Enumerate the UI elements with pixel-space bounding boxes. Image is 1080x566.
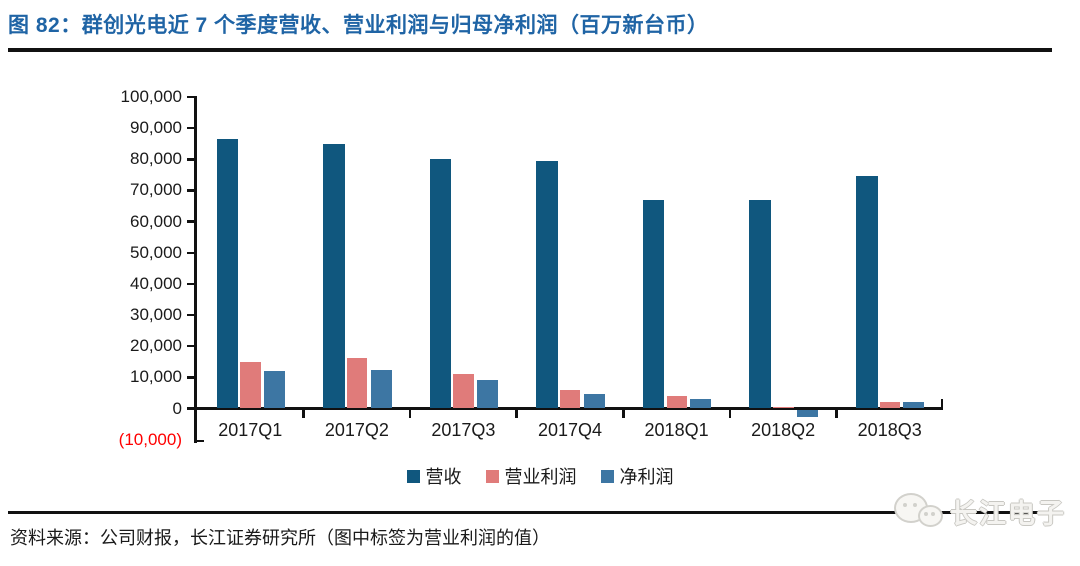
y-axis-tick: [187, 220, 195, 223]
y-axis-label: 90,000: [130, 118, 182, 138]
bar-净利润: [264, 371, 285, 409]
y-axis-label: 70,000: [130, 180, 182, 200]
x-axis-label: 2018Q2: [751, 420, 816, 440]
x-axis-line: [195, 407, 943, 410]
y-axis-label: 0: [172, 398, 182, 418]
y-axis-foot-tick: [195, 439, 204, 443]
wechat-icon: [892, 489, 944, 533]
bar-营收: [429, 159, 452, 409]
y-axis-label: 20,000: [130, 336, 182, 356]
x-axis-tick: [835, 410, 838, 418]
bar-营业利润: [453, 373, 474, 409]
legend-swatch: [600, 469, 614, 483]
bar-营收: [536, 160, 558, 409]
x-axis-tick: [622, 410, 625, 418]
y-axis-label: 30,000: [130, 305, 182, 325]
y-axis-label: (10,000): [118, 429, 182, 449]
bar-营业利润: [560, 390, 581, 409]
bar-营收: [855, 176, 878, 409]
bar-营业利润: [666, 396, 687, 409]
x-axis-tick: [302, 410, 305, 418]
y-axis-label: 100,000: [120, 87, 182, 106]
y-axis-tick: [187, 282, 195, 286]
bar-净利润: [796, 410, 818, 418]
x-axis-tick: [515, 410, 518, 418]
legend-swatch: [406, 469, 420, 483]
x-axis-label: 2018Q1: [644, 420, 709, 440]
bar-净利润: [690, 398, 712, 409]
legend-label: 营收: [425, 467, 462, 487]
x-axis-tick: [408, 410, 412, 418]
x-axis-tick: [728, 410, 732, 418]
y-axis-tick: [187, 126, 195, 130]
chat-bubble-large: [894, 493, 928, 523]
legend-item: 净利润: [600, 463, 674, 489]
x-axis-label: 2018Q3: [857, 420, 922, 440]
x-axis-label: 2017Q1: [218, 420, 283, 440]
footer-divider-rule: [8, 511, 1052, 514]
bar-营业利润: [773, 406, 794, 409]
x-axis-label: 2017Q2: [324, 420, 389, 440]
y-axis-label: 80,000: [130, 149, 182, 169]
y-axis-tick: [187, 251, 195, 254]
bar-净利润: [903, 402, 925, 409]
bar-营收: [323, 143, 345, 409]
x-axis-end-tick: [940, 399, 943, 407]
y-axis-tick: [187, 376, 195, 379]
bar-净利润: [370, 369, 392, 409]
y-axis-label: 40,000: [130, 273, 182, 293]
legend-swatch: [485, 469, 499, 483]
bar-营收: [216, 139, 239, 409]
legend-item: 营收: [406, 463, 462, 489]
figure-title: 图 82：群创光电近 7 个季度营收、营业利润与归母净利润（百万新台币）: [8, 14, 709, 37]
legend-label: 净利润: [619, 467, 674, 487]
y-axis-label: 50,000: [130, 242, 182, 262]
chat-bubble-small: [918, 505, 943, 527]
source-note: 资料来源：公司财报，长江证券研究所（图中标签为营业利润的值）: [10, 528, 550, 548]
bar-营收: [749, 199, 771, 409]
bar-营业利润: [240, 361, 261, 409]
watermark: 长江电子: [892, 489, 1066, 533]
y-axis-tick: [187, 344, 195, 348]
legend-item: 营业利润: [485, 463, 577, 489]
bar-营收: [642, 199, 665, 409]
x-axis-label: 2017Q4: [537, 420, 603, 440]
bar-营业利润: [346, 358, 368, 409]
bar-净利润: [477, 380, 499, 409]
y-axis-line: [193, 95, 197, 443]
legend-label: 营业利润: [504, 467, 577, 487]
y-axis-tick: [187, 407, 195, 410]
chart-legend: 营收 营业利润 净利润: [0, 463, 1080, 489]
y-axis-label: 10,000: [130, 367, 182, 387]
y-axis-tick: [187, 189, 195, 192]
watermark-text: 长江电子: [950, 498, 1066, 529]
bar-净利润: [583, 394, 605, 409]
y-axis-tick: [187, 313, 195, 317]
x-axis-label: 2017Q3: [431, 420, 496, 440]
title-divider-rule: [8, 48, 1052, 52]
y-axis-label: 60,000: [130, 211, 182, 231]
bar-营业利润: [879, 401, 901, 409]
y-axis-tick: [187, 95, 195, 99]
y-axis-tick: [187, 158, 195, 161]
